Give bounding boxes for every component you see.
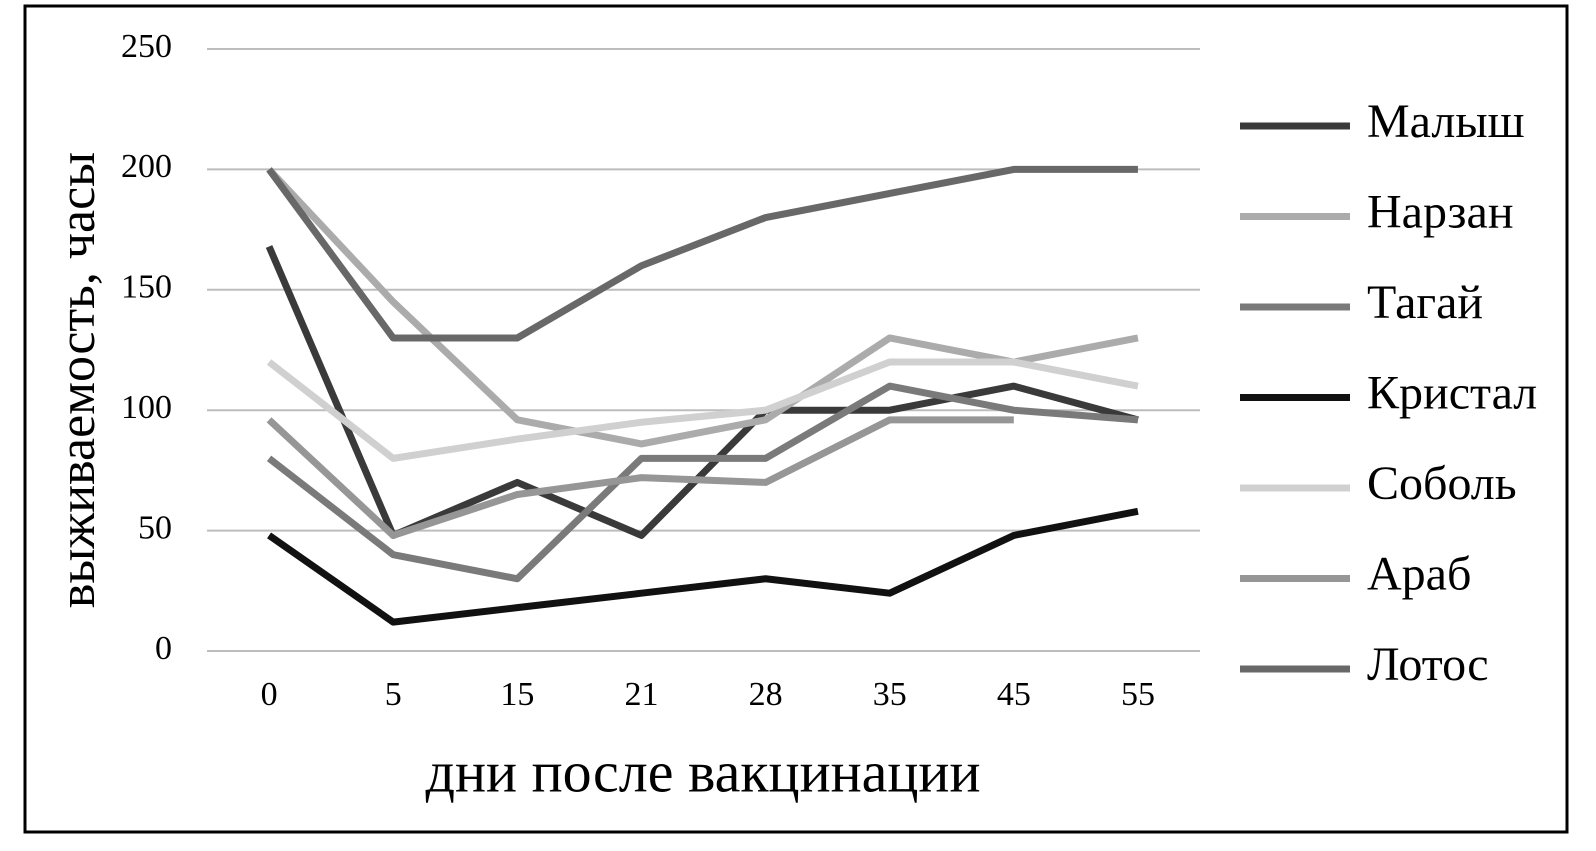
series-line (266, 382, 1139, 583)
legend-label: Араб (1367, 548, 1471, 601)
legend-label: Нарзан (1367, 186, 1514, 239)
y-tick-label: 50 (138, 509, 172, 546)
x-tick-label: 15 (500, 676, 534, 713)
y-tick-label: 0 (155, 630, 172, 667)
series-line (266, 165, 1138, 342)
x-tick-label: 28 (749, 676, 783, 713)
x-axis-label: дни после вакцинации (425, 739, 980, 804)
series-line (266, 167, 1139, 448)
y-axis-label: выживаемость, часы (49, 152, 106, 608)
series-line (266, 416, 1014, 539)
x-tick-label: 45 (997, 676, 1031, 713)
x-tick-label: 21 (624, 676, 658, 713)
y-tick-label: 250 (121, 28, 172, 65)
legend-label: Тагай (1367, 276, 1483, 329)
x-tick-label: 0 (261, 676, 278, 713)
legend-label: Малыш (1367, 95, 1525, 148)
legend-label: Лотос (1367, 638, 1489, 691)
x-tick-label: 55 (1121, 676, 1155, 713)
x-tick-label: 5 (385, 676, 402, 713)
frame (23, 4, 1569, 834)
legend-label: Соболь (1367, 457, 1517, 510)
legend-label: Кристал (1367, 367, 1537, 420)
y-tick-label: 150 (121, 269, 172, 306)
x-tick-label: 35 (873, 676, 907, 713)
y-tick-label: 200 (121, 148, 172, 185)
series-line (266, 358, 1139, 462)
series-line (267, 507, 1139, 626)
y-tick-label: 100 (121, 389, 172, 426)
